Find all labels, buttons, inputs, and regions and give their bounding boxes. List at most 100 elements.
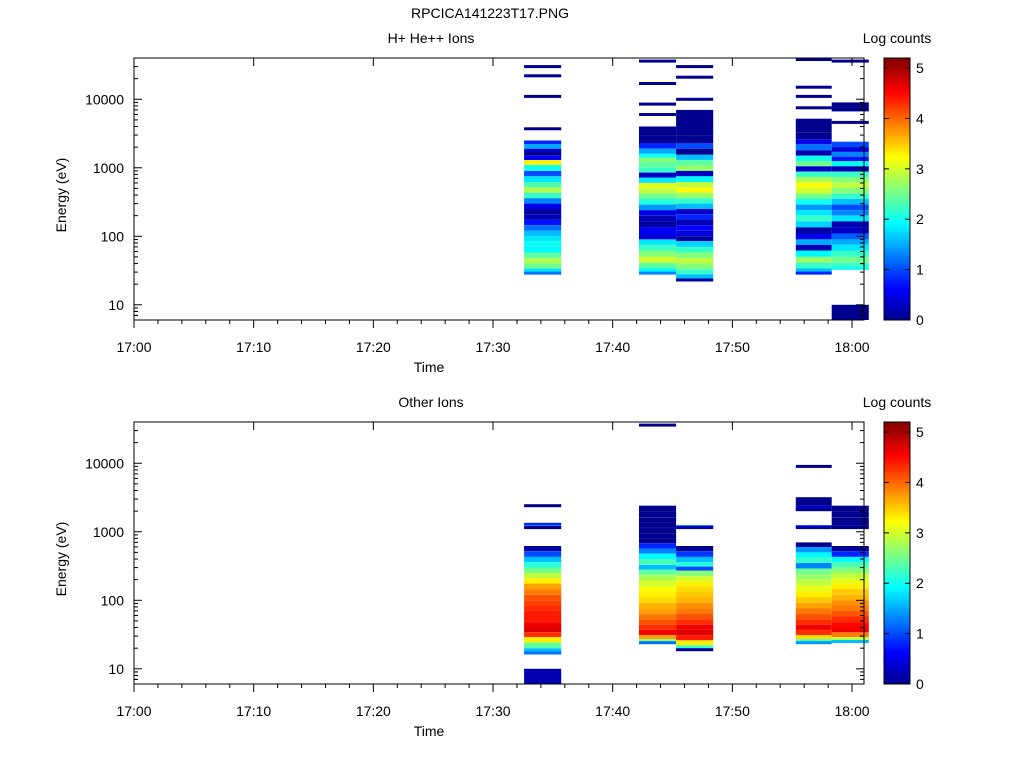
heatmap-cell: [831, 589, 869, 595]
heatmap-cell: [795, 526, 832, 530]
heatmap-cell: [831, 227, 869, 234]
heatmap-cell: [795, 597, 832, 603]
heatmap-cell: [795, 635, 832, 640]
heatmap-cell: [795, 233, 832, 240]
heatmap-cell: [795, 182, 832, 188]
colorbar-tick-label: 2: [916, 575, 924, 591]
heatmap-cell: [831, 210, 869, 216]
heatmap-cell: [795, 639, 832, 643]
heatmap-cell: [795, 250, 832, 257]
heatmap-cell: [639, 564, 677, 570]
heatmap-cell: [676, 165, 714, 171]
heatmap-cell: [639, 505, 677, 512]
heatmap-cell: [639, 271, 677, 275]
colorbar-label: Log counts: [863, 394, 932, 410]
heatmap-cell: [676, 123, 714, 128]
heatmap-cell: [639, 177, 677, 183]
heatmap-cell: [795, 464, 832, 468]
x-tick-label: 17:30: [475, 703, 510, 719]
heatmap-cell: [795, 94, 832, 98]
heatmap-cell: [831, 573, 869, 579]
x-tick-label: 17:10: [236, 339, 271, 355]
heatmap-cell: [676, 182, 714, 188]
heatmap-cell: [831, 199, 869, 205]
heatmap-cell: [795, 204, 832, 211]
heatmap-cell: [639, 193, 677, 199]
heatmap-cell: [639, 613, 677, 620]
heatmap-cell: [831, 640, 869, 643]
heatmap-cell: [831, 627, 869, 633]
heatmap-cell: [831, 166, 869, 172]
heatmap-cell: [524, 271, 562, 275]
heatmap-cell: [524, 230, 562, 237]
heatmap-cell: [831, 233, 869, 240]
heatmap-cell: [795, 139, 832, 145]
heatmap-cell: [639, 126, 677, 136]
heatmap-cell: [639, 262, 677, 269]
heatmap-cell: [639, 527, 677, 534]
y-tick-label: 10000: [85, 455, 124, 471]
heatmap-cell: [795, 557, 832, 563]
heatmap-cell: [831, 156, 869, 162]
heatmap-cell: [676, 526, 714, 530]
heatmap-cell: [676, 246, 714, 253]
heatmap-cell: [795, 591, 832, 598]
colorbar-tick-label: 1: [916, 626, 924, 642]
heatmap-cell: [639, 553, 677, 559]
x-tick-label: 18:00: [835, 703, 870, 719]
heatmap-cell: [676, 562, 714, 567]
heatmap-cell: [524, 236, 562, 242]
heatmap-cell: [831, 567, 869, 573]
heatmap-cell: [831, 632, 869, 638]
heatmap-cell: [524, 65, 562, 69]
heatmap-cell: [524, 504, 562, 508]
heatmap-cell: [676, 581, 714, 587]
heatmap-cell: [831, 215, 869, 222]
heatmap-cell: [831, 526, 869, 530]
heatmap-cell: [676, 65, 714, 69]
heatmap-cell: [639, 113, 677, 116]
y-axis-label: Energy (eV): [53, 158, 69, 233]
heatmap-cell: [795, 608, 832, 614]
heatmap-cell: [831, 239, 869, 245]
heatmap-cell: [831, 616, 869, 623]
heatmap-cell: [831, 177, 869, 183]
heatmap-cell: [795, 624, 832, 630]
heatmap-cell: [795, 106, 832, 110]
heatmap-cell: [524, 594, 562, 601]
heatmap-cell: [676, 566, 714, 571]
heatmap-cell: [676, 128, 714, 135]
heatmap-cell: [795, 118, 832, 127]
heatmap-cell: [795, 171, 832, 178]
heatmap-cell: [524, 209, 562, 215]
heatmap-cell: [676, 258, 714, 264]
heatmap-cell: [524, 252, 562, 259]
heatmap-cell: [524, 94, 562, 98]
heatmap-cells: [524, 58, 869, 320]
heatmap-cell: [831, 120, 869, 124]
heatmap-cell: [795, 505, 832, 510]
heatmap-cell: [639, 574, 677, 581]
heatmap-cell: [524, 214, 562, 220]
heatmap-cell: [795, 613, 832, 620]
heatmap-cell: [676, 75, 714, 79]
heatmap-cell: [639, 210, 677, 216]
heatmap-cell: [676, 278, 714, 282]
heatmap-cell: [676, 629, 714, 636]
heatmap-cell: [795, 542, 832, 547]
heatmap-cell: [524, 246, 562, 253]
heatmap-cell: [831, 622, 869, 628]
heatmap-cell: [524, 203, 562, 209]
heatmap-cell: [639, 59, 677, 63]
x-tick-label: 18:00: [835, 339, 870, 355]
x-tick-label: 17:50: [715, 703, 750, 719]
heatmap-cell: [831, 59, 869, 63]
colorbar: [883, 57, 911, 321]
heatmap-cell: [795, 155, 832, 162]
colorbar-tick-label: 4: [916, 110, 924, 126]
heatmap-cells: [524, 423, 869, 684]
heatmap-cell: [831, 546, 869, 552]
heatmap-cell: [795, 126, 832, 133]
heatmap-cell: [524, 578, 562, 584]
x-axis-label: Time: [414, 359, 445, 375]
